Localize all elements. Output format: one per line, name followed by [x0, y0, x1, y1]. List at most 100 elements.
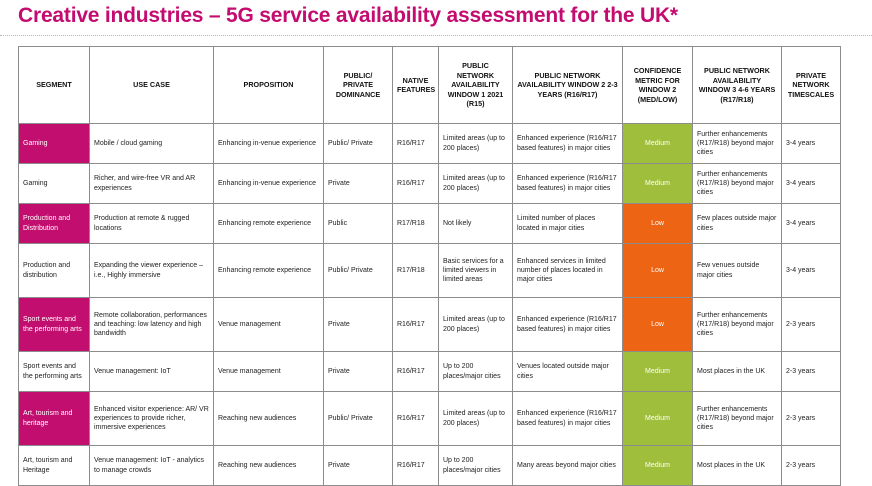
segment-cell: Gaming — [18, 163, 90, 204]
window-3-cell: Further enhancements (R17/R18) beyond ma… — [692, 163, 782, 204]
window-2-cell: Venues located outside major cities — [512, 351, 623, 392]
window-3-cell: Few places outside major cities — [692, 203, 782, 244]
use-case-cell: Expanding the viewer experience – i.e., … — [89, 243, 214, 298]
window-3-cell: Further enhancements (R17/R18) beyond ma… — [692, 297, 782, 352]
window-3-cell: Few venues outside major cities — [692, 243, 782, 298]
dominance-cell: Private — [323, 163, 393, 204]
table-row: Art, tourism and Heritage Venue manageme… — [18, 445, 841, 486]
confidence-cell: Medium — [622, 123, 693, 164]
window-3-cell: Further enhancements (R17/R18) beyond ma… — [692, 123, 782, 164]
window-1-cell: Limited areas (up to 200 places) — [438, 391, 513, 446]
header-segment: SEGMENT — [18, 46, 90, 124]
header-native-features: NATIVE FEATURES — [392, 46, 439, 124]
header-use-case: USE CASE — [89, 46, 214, 124]
private-timescales-cell: 2-3 years — [781, 391, 841, 446]
segment-cell: Art, tourism and heritage — [18, 391, 90, 446]
window-3-cell: Further enhancements (R17/R18) beyond ma… — [692, 391, 782, 446]
private-timescales-cell: 3-4 years — [781, 163, 841, 204]
native-features-cell: R17/R18 — [392, 243, 439, 298]
table-row: Gaming Mobile / cloud gaming Enhancing i… — [18, 123, 841, 164]
window-1-cell: Not likely — [438, 203, 513, 244]
table-row: Art, tourism and heritage Enhanced visit… — [18, 391, 841, 446]
header-private-timescales: PRIVATE NETWORK TIMESCALES — [781, 46, 841, 124]
private-timescales-cell: 2-3 years — [781, 445, 841, 486]
window-2-cell: Enhanced services in limited number of p… — [512, 243, 623, 298]
header-proposition: PROPOSITION — [213, 46, 324, 124]
window-2-cell: Many areas beyond major cities — [512, 445, 623, 486]
use-case-cell: Production at remote & rugged locations — [89, 203, 214, 244]
private-timescales-cell: 3-4 years — [781, 243, 841, 298]
native-features-cell: R16/R17 — [392, 351, 439, 392]
header-confidence: CONFIDENCE METRIC FOR WINDOW 2 (MED/LOW) — [622, 46, 693, 124]
window-2-cell: Enhanced experience (R16/R17 based featu… — [512, 391, 623, 446]
dominance-cell: Public/ Private — [323, 391, 393, 446]
dominance-cell: Private — [323, 445, 393, 486]
header-window-2: PUBLIC NETWORK AVAILABILITY WINDOW 2 2-3… — [512, 46, 623, 124]
native-features-cell: R16/R17 — [392, 391, 439, 446]
use-case-cell: Venue management: IoT — [89, 351, 214, 392]
proposition-cell: Reaching new audiences — [213, 445, 324, 486]
header-window-1: PUBLIC NETWORK AVAILABILITY WINDOW 1 202… — [438, 46, 513, 124]
confidence-cell: Low — [622, 203, 693, 244]
window-2-cell: Enhanced experience (R16/R17 based featu… — [512, 297, 623, 352]
confidence-cell: Medium — [622, 163, 693, 204]
native-features-cell: R17/R18 — [392, 203, 439, 244]
header-dominance: PUBLIC/ PRIVATE DOMINANCE — [323, 46, 393, 124]
window-1-cell: Limited areas (up to 200 places) — [438, 297, 513, 352]
window-1-cell: Up to 200 places/major cities — [438, 351, 513, 392]
window-1-cell: Basic services for a limited viewers in … — [438, 243, 513, 298]
window-2-cell: Enhanced experience (R16/R17 based featu… — [512, 123, 623, 164]
native-features-cell: R16/R17 — [392, 445, 439, 486]
window-1-cell: Up to 200 places/major cities — [438, 445, 513, 486]
dominance-cell: Public — [323, 203, 393, 244]
title-divider — [0, 35, 872, 36]
segment-cell: Art, tourism and Heritage — [18, 445, 90, 486]
window-3-cell: Most places in the UK — [692, 351, 782, 392]
confidence-cell: Medium — [622, 445, 693, 486]
segment-cell: Sport events and the performing arts — [18, 297, 90, 352]
segment-cell: Gaming — [18, 123, 90, 164]
table-row: Sport events and the performing arts Ven… — [18, 351, 841, 392]
private-timescales-cell: 2-3 years — [781, 297, 841, 352]
confidence-cell: Low — [622, 243, 693, 298]
window-2-cell: Enhanced experience (R16/R17 based featu… — [512, 163, 623, 204]
confidence-cell: Medium — [622, 351, 693, 392]
proposition-cell: Venue management — [213, 351, 324, 392]
dominance-cell: Public/ Private — [323, 243, 393, 298]
use-case-cell: Remote collaboration, performances and t… — [89, 297, 214, 352]
native-features-cell: R16/R17 — [392, 123, 439, 164]
proposition-cell: Enhancing remote experience — [213, 203, 324, 244]
header-row: SEGMENT USE CASE PROPOSITION PUBLIC/ PRI… — [18, 46, 841, 124]
native-features-cell: R16/R17 — [392, 163, 439, 204]
proposition-cell: Reaching new audiences — [213, 391, 324, 446]
segment-cell: Production and Distribution — [18, 203, 90, 244]
table-row: Sport events and the performing arts Rem… — [18, 297, 841, 352]
private-timescales-cell: 2-3 years — [781, 351, 841, 392]
assessment-table: SEGMENT USE CASE PROPOSITION PUBLIC/ PRI… — [18, 46, 841, 486]
proposition-cell: Enhancing in-venue experience — [213, 163, 324, 204]
table-row: Production and distribution Expanding th… — [18, 243, 841, 298]
page-title: Creative industries – 5G service availab… — [18, 4, 678, 27]
table-row: Production and Distribution Production a… — [18, 203, 841, 244]
window-1-cell: Limited areas (up to 200 places) — [438, 123, 513, 164]
window-3-cell: Most places in the UK — [692, 445, 782, 486]
use-case-cell: Enhanced visitor experience: AR/ VR expe… — [89, 391, 214, 446]
dominance-cell: Private — [323, 351, 393, 392]
proposition-cell: Enhancing remote experience — [213, 243, 324, 298]
proposition-cell: Enhancing in-venue experience — [213, 123, 324, 164]
table-row: Gaming Richer, and wire-free VR and AR e… — [18, 163, 841, 204]
private-timescales-cell: 3-4 years — [781, 203, 841, 244]
proposition-cell: Venue management — [213, 297, 324, 352]
segment-cell: Production and distribution — [18, 243, 90, 298]
window-1-cell: Limited areas (up to 200 places) — [438, 163, 513, 204]
use-case-cell: Mobile / cloud gaming — [89, 123, 214, 164]
use-case-cell: Richer, and wire-free VR and AR experien… — [89, 163, 214, 204]
confidence-cell: Low — [622, 297, 693, 352]
dominance-cell: Private — [323, 297, 393, 352]
private-timescales-cell: 3-4 years — [781, 123, 841, 164]
use-case-cell: Venue management: IoT - analytics to man… — [89, 445, 214, 486]
dominance-cell: Public/ Private — [323, 123, 393, 164]
native-features-cell: R16/R17 — [392, 297, 439, 352]
window-2-cell: Limited number of places located in majo… — [512, 203, 623, 244]
confidence-cell: Medium — [622, 391, 693, 446]
